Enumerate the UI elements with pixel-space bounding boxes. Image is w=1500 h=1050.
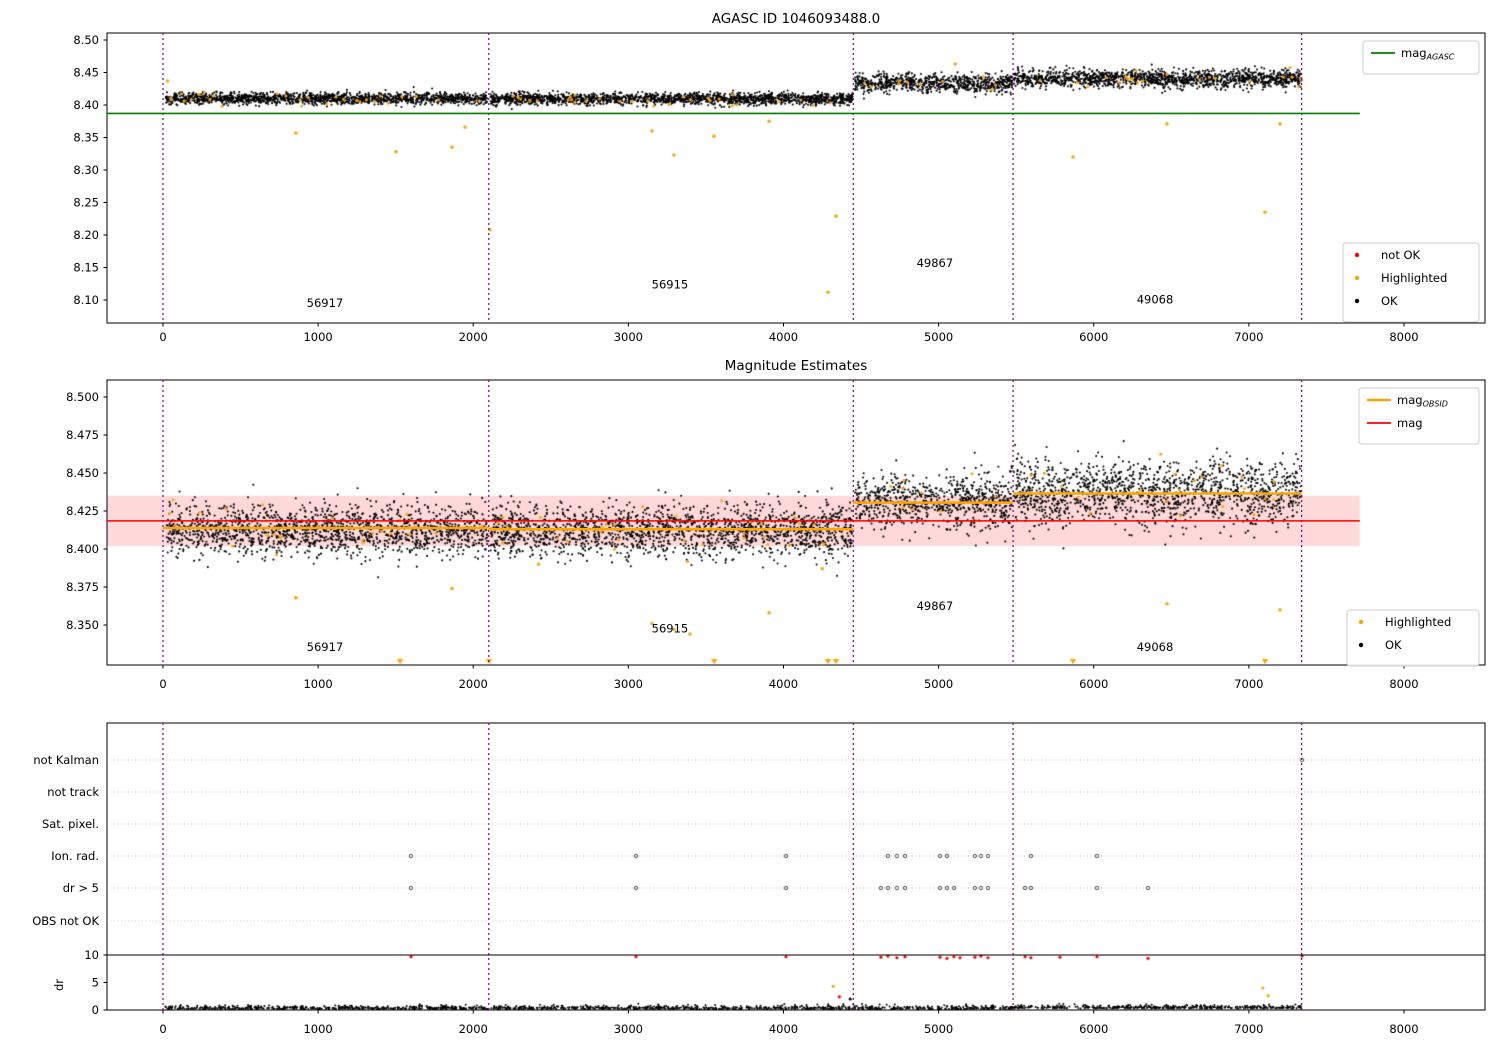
y-tick-label: 8.35: [73, 131, 99, 145]
x-tick-label: 1000: [303, 330, 332, 344]
mid-legend-lines-label: magOBSID: [1397, 393, 1448, 409]
top-legend-points-box: [1342, 242, 1480, 323]
x-tick-label: 0: [159, 677, 166, 691]
flag-category-label: dr > 5: [63, 881, 99, 895]
x-tick-label: 4000: [769, 1022, 798, 1036]
obsid-label: 56915: [652, 277, 689, 291]
y-tick-label: 8.50: [73, 33, 99, 47]
top-legend-points-label: Highlighted: [1381, 271, 1447, 285]
x-tick-label: 2000: [459, 1022, 488, 1036]
mid-legend-points-label: Highlighted: [1385, 615, 1451, 629]
top-legend-points-label: not OK: [1381, 248, 1421, 262]
flag-category-label: OBS not OK: [32, 914, 99, 928]
dr-tick-label: 0: [92, 1003, 99, 1017]
y-tick-label: 8.375: [66, 580, 99, 594]
y-tick-label: 8.10: [73, 293, 99, 307]
obsid-label: 56917: [307, 296, 344, 310]
top-legend-line-box: [1362, 40, 1480, 75]
mid-legend-points-box: [1346, 609, 1480, 667]
x-tick-label: 6000: [1079, 677, 1108, 691]
y-tick-label: 8.475: [66, 428, 99, 442]
x-tick-label: 5000: [924, 330, 953, 344]
y-tick-label: 8.350: [66, 618, 99, 632]
x-tick-label: 0: [159, 330, 166, 344]
flag-category-label: Sat. pixel.: [42, 817, 99, 831]
mid-legend-lines-box: [1358, 387, 1480, 445]
obsid-label: 56917: [307, 640, 344, 654]
x-tick-label: 3000: [614, 677, 643, 691]
y-tick-label: 8.25: [73, 196, 99, 210]
obsid-label: 49867: [917, 599, 954, 613]
x-tick-label: 4000: [769, 677, 798, 691]
y-tick-label: 8.500: [66, 390, 99, 404]
x-tick-label: 3000: [614, 330, 643, 344]
x-tick-label: 0: [159, 1022, 166, 1036]
middle-plot-axes: 0 1000 2000 3000 4000 5000 6000 7000 8000 8.350 8.…: [66, 379, 1486, 691]
y-tick-label: 8.40: [73, 98, 99, 112]
x-tick-label: 4000: [769, 330, 798, 344]
dr-tick-label: 10: [84, 948, 99, 962]
obsid-label: 49068: [1137, 292, 1174, 306]
x-tick-label: 7000: [1234, 1022, 1263, 1036]
x-tick-label: 6000: [1079, 1022, 1108, 1036]
x-tick-label: 6000: [1079, 330, 1108, 344]
x-tick-label: 8000: [1389, 1022, 1418, 1036]
x-tick-label: 8000: [1389, 330, 1418, 344]
x-tick-label: 7000: [1234, 330, 1263, 344]
top-legend-line-label: magAGASC: [1401, 46, 1455, 62]
y-tick-label: 8.450: [66, 466, 99, 480]
obsid-label: 49068: [1137, 640, 1174, 654]
y-tick-label: 8.400: [66, 542, 99, 556]
top-legend-points-label: OK: [1381, 294, 1398, 308]
x-tick-label: 1000: [303, 677, 332, 691]
x-tick-label: 5000: [924, 677, 953, 691]
middle-plot-title: Magnitude Estimates: [724, 358, 868, 374]
top-plot-axes: 0 1000 2000 3000 4000 5000 6000 7000 8000 8.10 8.1…: [73, 32, 1486, 344]
bottom-plot-axes: 0 1000 2000 3000 4000 5000 6000 7000 8000 not Kal…: [32, 722, 1486, 1036]
x-tick-label: 8000: [1389, 677, 1418, 691]
obsid-label: 49867: [917, 256, 954, 270]
flag-category-label: Ion. rad.: [51, 849, 99, 863]
mid-legend-lines-label: mag: [1397, 416, 1423, 430]
y-tick-label: 8.45: [73, 66, 99, 80]
flag-category-label: not track: [47, 785, 99, 799]
x-tick-label: 2000: [459, 677, 488, 691]
x-tick-label: 3000: [614, 1022, 643, 1036]
y-tick-label: 8.15: [73, 261, 99, 275]
top-plot-title: AGASC ID 1046093488.0: [711, 11, 881, 27]
flag-category-label: not Kalman: [33, 753, 99, 767]
x-tick-label: 7000: [1234, 677, 1263, 691]
y-tick-label: 8.20: [73, 228, 99, 242]
dr-tick-label: 5: [92, 976, 99, 990]
x-tick-label: 2000: [459, 330, 488, 344]
x-tick-label: 1000: [303, 1022, 332, 1036]
y-tick-label: 8.30: [73, 163, 99, 177]
mid-legend-points-label: OK: [1385, 638, 1402, 652]
y-tick-label: 8.425: [66, 504, 99, 518]
obsid-label: 56915: [652, 622, 689, 636]
dr-axis-label: dr: [52, 979, 66, 991]
x-tick-label: 5000: [924, 1022, 953, 1036]
